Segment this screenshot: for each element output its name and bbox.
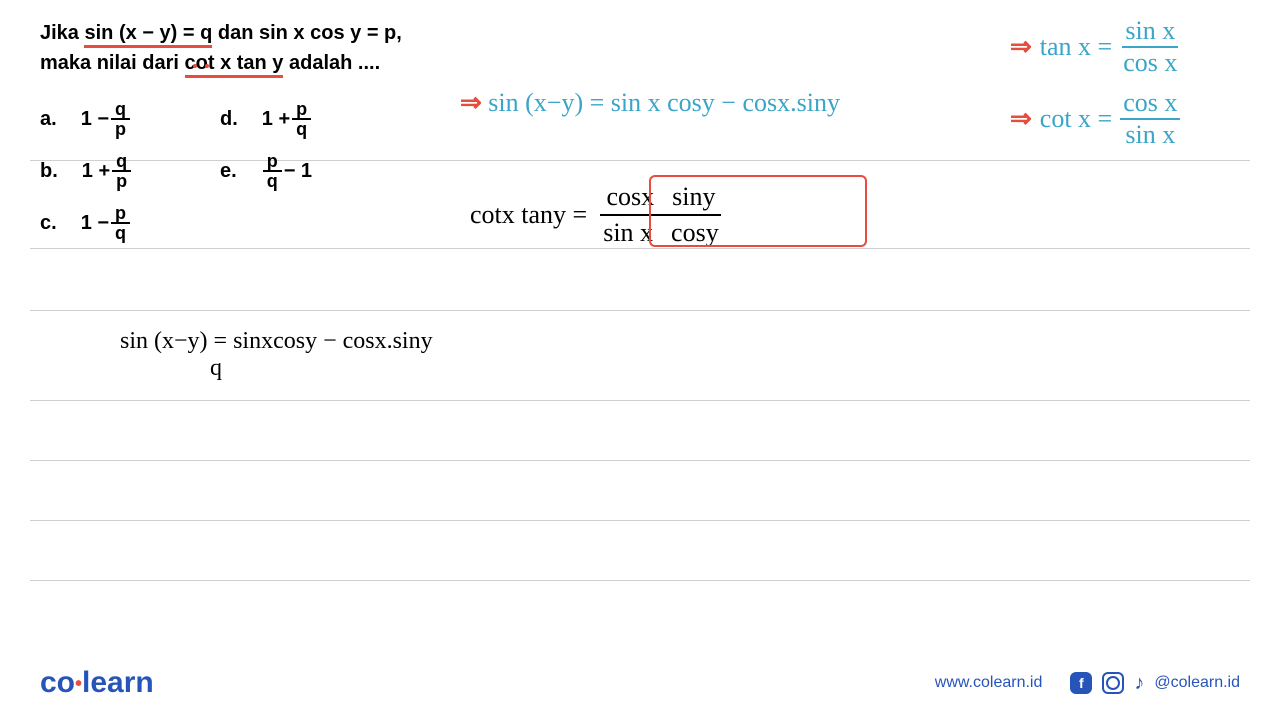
tiktok-icon: ♪ bbox=[1134, 672, 1144, 695]
option-e: e. pq − 1 bbox=[220, 152, 400, 190]
option-d: d. 1 + pq bbox=[220, 100, 400, 138]
arrow-icon: ⇒ bbox=[1010, 32, 1032, 62]
ruled-line bbox=[30, 460, 1250, 461]
instagram-icon bbox=[1102, 672, 1124, 694]
q-underlined-1: sin (x − y) = q bbox=[84, 22, 212, 48]
hand-cotx: ⇒ cot x = cos x sin x bbox=[1010, 90, 1180, 148]
q-underlined-2: cot x tan y bbox=[185, 52, 284, 78]
facebook-icon: f bbox=[1070, 672, 1092, 694]
social-handle: @colearn.id bbox=[1154, 674, 1240, 692]
dot-accent bbox=[205, 64, 209, 68]
arrow-icon: ⇒ bbox=[1010, 104, 1032, 134]
hand-tanx: ⇒ tan x = sin x cos x bbox=[1010, 18, 1180, 76]
ruled-line bbox=[30, 520, 1250, 521]
option-c: c. 1 − pq bbox=[40, 204, 220, 242]
q-suffix: dan sin x cos y = p, bbox=[212, 22, 402, 44]
q-prefix: Jika bbox=[40, 22, 84, 44]
option-b: b. 1 + qp bbox=[40, 152, 220, 190]
option-a: a. 1 − qp bbox=[40, 100, 220, 138]
hand-line3: sin (x−y) = sinxcosy − cosx.siny q bbox=[120, 328, 433, 382]
question-text: Jika sin (x − y) = q dan sin x cos y = p… bbox=[40, 18, 402, 78]
site-url: www.colearn.id bbox=[935, 674, 1043, 692]
arrow-icon: ⇒ bbox=[460, 88, 488, 117]
answer-options: a. 1 − qp d. 1 + pq b. 1 + qp e. pq − 1 … bbox=[40, 100, 400, 256]
hand-sin-expand: ⇒ sin (x−y) = sin x cosy − cosx.siny bbox=[460, 88, 840, 118]
dot-icon: • bbox=[75, 673, 82, 695]
q2-prefix: maka nilai dari bbox=[40, 52, 185, 74]
social-links: f ♪ @colearn.id bbox=[1070, 672, 1240, 695]
footer: co•learn www.colearn.id f ♪ @colearn.id bbox=[0, 666, 1280, 700]
ruled-line bbox=[30, 310, 1250, 311]
brand-logo: co•learn bbox=[40, 666, 154, 700]
dot-accent bbox=[193, 64, 197, 68]
ruled-line bbox=[30, 580, 1250, 581]
red-annotation-box bbox=[649, 175, 867, 247]
q2-suffix: adalah .... bbox=[283, 52, 380, 74]
ruled-line bbox=[30, 400, 1250, 401]
